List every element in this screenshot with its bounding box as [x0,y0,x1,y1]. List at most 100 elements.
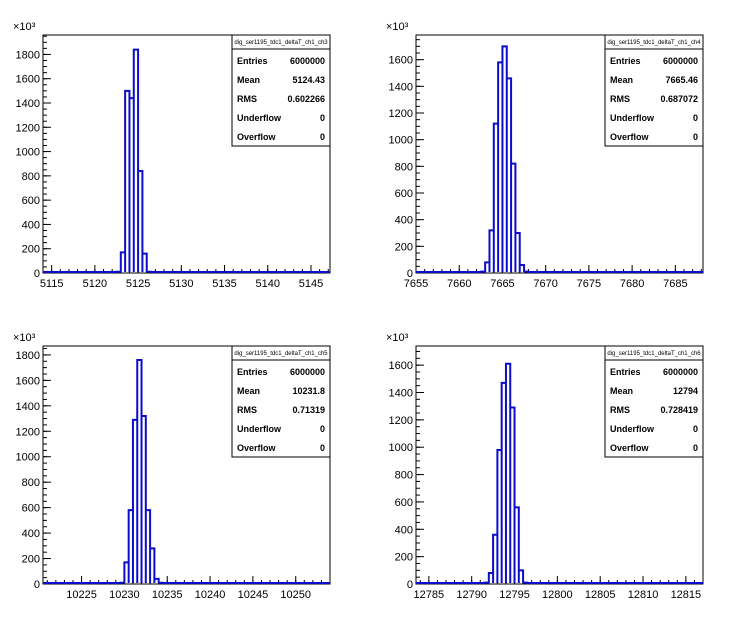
histogram-panel: 0 200 400 600 800 1000 1200 1400 1600 1800 10225 10… [13,332,331,601]
stats-box-frame [604,345,704,458]
y-tick-label: 400 [395,524,413,536]
y-tick-label: 400 [22,528,40,540]
x-tick-label: 10250 [280,589,311,601]
stat-value: 0.728419 [660,405,698,415]
y-tick-label: 200 [22,244,40,256]
stats-box: dig_ser1195_tdc1_deltaT_ch1_ch3 Entries 60… [231,34,331,147]
y-tick-label: 400 [22,219,40,231]
y-tick-label: 600 [22,195,40,207]
stat-value: 0.687072 [660,94,698,104]
x-tick-label: 12815 [671,589,702,601]
y-tick-label: 0 [407,579,413,591]
y-tick-label: 1000 [389,135,413,147]
y-tick-label: 600 [395,188,413,200]
x-tick-label: 7660 [447,278,471,290]
stat-value: 0 [320,113,325,123]
stats-box: dig_ser1195_tdc1_deltaT_ch1_ch6 Entries 60… [604,345,704,458]
stat-value: 0 [693,113,698,123]
x-tick-label: 12810 [628,589,659,601]
stat-value: 0.602266 [287,94,325,104]
x-tick-label: 12795 [499,589,530,601]
histogram-panel: 0 200 400 600 800 1000 1200 1400 1600 7655 7660 766… [386,21,704,290]
x-tick-label: 7675 [577,278,601,290]
x-tick-label: 10230 [109,589,140,601]
stats-box-frame [231,34,331,147]
y-tick-label: 1600 [389,360,413,372]
y-tick-label: 1400 [16,401,40,413]
y-tick-label: 1800 [16,350,40,362]
stat-value: 0 [320,132,325,142]
stat-label: Overflow [237,132,277,142]
y-tick-label: 800 [22,171,40,183]
stat-label: Mean [610,386,633,396]
histogram-line [416,45,703,273]
x-tick-label: 7670 [533,278,557,290]
y-tick-label: 1000 [16,147,40,159]
x-tick-label: 10235 [152,589,183,601]
y-multiplier: ×10³ [13,332,36,344]
stat-label: Overflow [237,443,277,453]
x-tick-label: 12785 [414,589,445,601]
y-tick-label: 1200 [16,426,40,438]
stat-value: 0 [693,132,698,142]
stat-label: RMS [237,94,257,104]
stat-label: Entries [237,367,268,377]
y-tick-label: 1200 [389,108,413,120]
x-tick-label: 5125 [126,278,150,290]
histogram-line [43,48,330,273]
stat-label: Mean [610,75,633,85]
y-tick-label: 1600 [16,74,40,86]
y-tick-label: 600 [395,497,413,509]
stat-label: Entries [237,56,268,66]
y-tick-label: 400 [395,215,413,227]
x-tick-label: 10245 [238,589,269,601]
stat-value: 12794 [673,386,698,396]
stat-label: Entries [610,56,641,66]
stats-title: dig_ser1195_tdc1_deltaT_ch1_ch3 [234,40,328,46]
x-tick-label: 12800 [542,589,573,601]
x-tick-label: 12790 [456,589,487,601]
stat-value: 6000000 [663,56,698,66]
stat-value: 0 [320,443,325,453]
stat-label: Underflow [610,424,655,434]
y-tick-label: 1600 [16,375,40,387]
y-multiplier: ×10³ [386,21,409,33]
stats-title: dig_ser1195_tdc1_deltaT_ch1_ch5 [234,351,328,357]
y-multiplier: ×10³ [13,21,36,33]
stat-label: Underflow [610,113,655,123]
y-tick-label: 1200 [16,122,40,134]
x-tick-label: 7655 [404,278,428,290]
stat-value: 0 [320,424,325,434]
histogram-line [43,359,330,584]
stat-label: Mean [237,75,260,85]
y-tick-label: 0 [34,268,40,280]
stats-box-frame [604,34,704,147]
stats-box: dig_ser1195_tdc1_deltaT_ch1_ch4 Entries 60… [604,34,704,147]
stat-label: Overflow [610,443,650,453]
stat-value: 0 [693,443,698,453]
stat-label: Underflow [237,113,282,123]
stat-label: RMS [610,94,630,104]
stat-label: RMS [237,405,257,415]
y-tick-label: 1800 [16,49,40,61]
x-tick-label: 7685 [663,278,687,290]
stat-value: 6000000 [290,367,325,377]
y-tick-label: 200 [22,554,40,566]
x-tick-label: 5140 [256,278,280,290]
x-tick-label: 7665 [490,278,514,290]
histogram-line [416,362,703,584]
y-tick-label: 1400 [389,388,413,400]
y-tick-label: 1600 [389,55,413,67]
y-tick-label: 1000 [16,452,40,464]
y-tick-label: 600 [22,503,40,515]
y-tick-label: 1000 [389,442,413,454]
y-tick-label: 1400 [389,81,413,93]
histogram-panel: 0 200 400 600 800 1000 1200 1400 1600 12785 12790 1… [386,332,704,601]
stat-value: 0 [693,424,698,434]
stat-value: 0.71319 [292,405,325,415]
stat-label: Overflow [610,132,650,142]
x-tick-label: 5130 [169,278,193,290]
stat-value: 7665.46 [665,75,698,85]
y-tick-label: 0 [34,579,40,591]
